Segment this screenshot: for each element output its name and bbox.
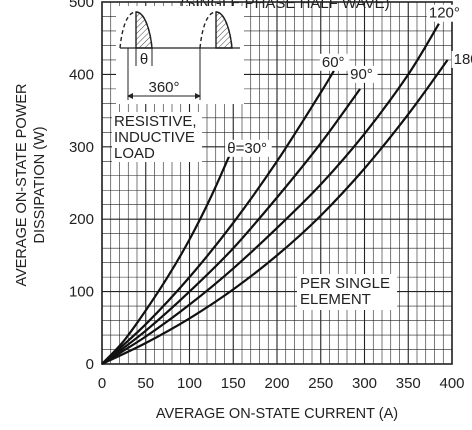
series-label-bg <box>319 53 350 71</box>
series-label-bg <box>426 4 465 22</box>
series-curve <box>101 70 335 365</box>
load-annotation-bg <box>112 112 202 162</box>
y-axis-title-line-2: DISSIPATION (W) <box>32 126 48 243</box>
series-curve <box>101 146 235 365</box>
load-line-3: LOAD <box>114 145 155 162</box>
element-line-2: ELEMENT <box>300 291 371 308</box>
y-tick-label: 0 <box>86 356 94 373</box>
load-line-1: RESISTIVE, <box>114 113 197 130</box>
series-label: θ=30° <box>227 140 267 157</box>
waveform-pulse-2 <box>199 11 233 49</box>
x-tick-label: 250 <box>308 375 333 392</box>
load-line-2: INDUCTIVE <box>114 129 195 146</box>
series-label-bg <box>348 65 378 83</box>
x-tick-label: 0 <box>98 375 106 392</box>
x-tick-label: 350 <box>396 375 421 392</box>
x-tick-labels: 0 50 100 150 200 250 300 350 400 <box>98 375 465 392</box>
series-curve <box>101 23 440 365</box>
series-label: 180° <box>454 51 472 68</box>
element-line-1: PER SINGLE <box>300 275 390 292</box>
series-label: 120° <box>429 5 460 22</box>
element-annotation: PER SINGLE ELEMENT <box>297 274 397 310</box>
waveform-pulse-1 <box>119 11 153 49</box>
series-label-bg <box>451 50 472 68</box>
x-tick-label: 100 <box>177 375 202 392</box>
y-tick-labels: 0 100 200 300 400 500 <box>69 0 94 373</box>
element-annotation-bg <box>297 274 397 310</box>
y-axis-title: AVERAGE ON-STATE POWER DISSIPATION (W) <box>14 83 48 286</box>
x-tick-label: 400 <box>439 375 464 392</box>
x-axis-title: AVERAGE ON-STATE CURRENT (A) <box>156 406 398 422</box>
series-label: 60° <box>322 54 345 71</box>
x-tick-label: 300 <box>352 375 377 392</box>
period-label: 360° <box>148 79 179 96</box>
theta-label: θ <box>140 51 148 68</box>
y-tick-label: 500 <box>69 0 94 11</box>
load-annotation: RESISTIVE, INDUCTIVE LOAD <box>112 112 202 162</box>
series-label-bg <box>225 139 272 157</box>
plot-frame <box>101 1 453 365</box>
waveform-conduction-1 <box>135 11 153 49</box>
waveform-conduction-2 <box>215 11 233 49</box>
series-curve <box>101 88 361 365</box>
y-tick-label: 400 <box>69 66 94 83</box>
series-label: 90° <box>350 66 373 83</box>
series-curves <box>101 23 449 365</box>
waveform-inset: θ 360° <box>116 6 244 104</box>
y-axis-title-line-1: AVERAGE ON-STATE POWER <box>14 83 30 286</box>
x-tick-label: 200 <box>264 375 289 392</box>
x-tick-label: 50 <box>137 375 154 392</box>
series-labels: θ=30° 60° 90° 120° 180° <box>225 5 472 157</box>
series-curve <box>101 59 449 365</box>
y-tick-label: 100 <box>69 284 94 301</box>
y-tick-label: 300 <box>69 139 94 156</box>
x-tick-label: 150 <box>221 375 246 392</box>
y-tick-label: 200 <box>69 211 94 228</box>
